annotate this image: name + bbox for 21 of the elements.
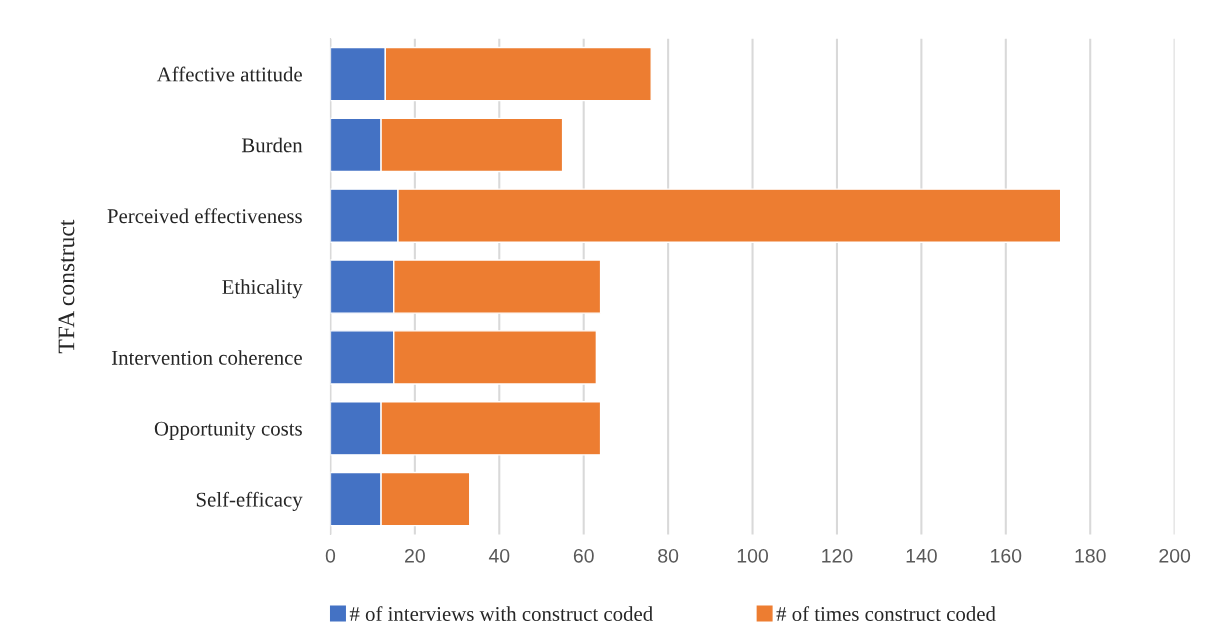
legend-label: # of interviews with construct coded bbox=[349, 606, 653, 622]
y-tick-label: Perceived effectiveness bbox=[107, 208, 302, 224]
x-tick-label: 140 bbox=[906, 548, 937, 563]
x-tick-label: 0 bbox=[325, 548, 336, 563]
x-tick-label: 160 bbox=[991, 548, 1022, 563]
y-tick-label: Intervention coherence bbox=[111, 350, 302, 365]
x-tick-label: 60 bbox=[573, 548, 594, 563]
y-tick-label: Affective attitude bbox=[156, 66, 302, 82]
x-tick-label: 180 bbox=[1075, 548, 1106, 563]
x-tick-label: 80 bbox=[658, 548, 679, 563]
x-tick-label: 100 bbox=[737, 548, 769, 563]
x-tick-label: 120 bbox=[822, 548, 853, 563]
y-tick-label: Ethicality bbox=[222, 279, 303, 299]
y-tick-label: Self-efficacy bbox=[196, 491, 303, 511]
x-tick-label: 200 bbox=[1159, 548, 1191, 563]
x-tick-label: 40 bbox=[488, 548, 510, 563]
legend-label: # of times construct coded bbox=[776, 606, 996, 622]
x-tick-label: 20 bbox=[405, 548, 425, 563]
y-tick-label: Opportunity costs bbox=[154, 421, 302, 440]
y-tick-label: Burden bbox=[241, 137, 303, 153]
y-axis-title: TFA construct bbox=[58, 219, 75, 354]
